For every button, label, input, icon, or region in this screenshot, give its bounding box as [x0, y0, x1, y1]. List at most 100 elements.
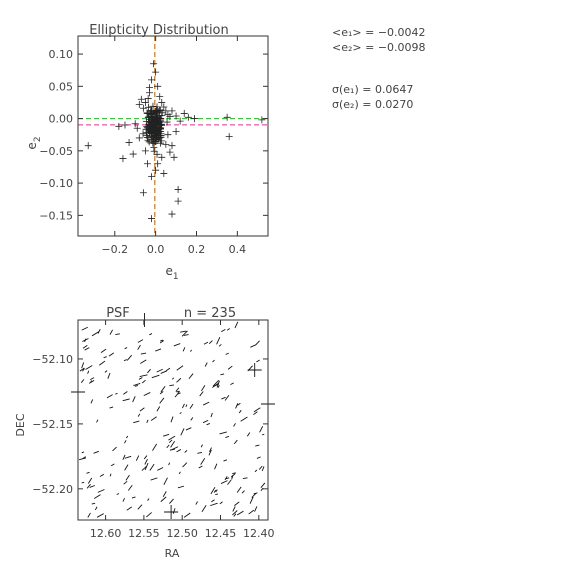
psf-whisker — [80, 379, 85, 384]
psf-whisker — [124, 347, 128, 350]
sigma-e2-text: σ(e₂) = 0.0270 — [332, 98, 413, 111]
psf-whisker — [208, 340, 213, 344]
ellipticity-title: Ellipticity Distribution — [89, 23, 229, 38]
psf-whisker — [210, 412, 213, 418]
psf-whisker — [209, 447, 212, 453]
scatter-point — [129, 150, 137, 158]
psf-whisker — [201, 385, 206, 392]
psf-whisker — [91, 331, 100, 337]
scatter-point — [225, 133, 233, 141]
psf-whisker — [253, 411, 258, 416]
psf-whisker — [124, 464, 129, 471]
scatter-point — [154, 160, 162, 168]
psf-whisker — [215, 489, 218, 493]
psf-whisker — [202, 419, 209, 424]
psf-whisker — [125, 474, 130, 481]
psf-panel: PSF n = 235 12.60 12.55 12.50 12.45 12.40 −5… — [14, 306, 275, 560]
psf-whisker — [236, 486, 242, 493]
psf-whisker — [211, 499, 215, 503]
psf-whisker — [139, 407, 145, 412]
psf-whisker — [133, 383, 141, 386]
psf-whisker — [110, 463, 115, 467]
psf-whisker — [230, 382, 234, 386]
mean-e2-text: <e₂> = −0.0098 — [332, 41, 426, 54]
psf-whisker — [139, 374, 148, 377]
psf-whisker — [254, 469, 258, 473]
psf-whisker — [225, 352, 229, 355]
psf-whisker — [137, 413, 141, 417]
psf-whisker — [168, 462, 171, 466]
psf-whisker — [180, 330, 187, 333]
psf-title: PSF — [106, 306, 130, 321]
scatter-point — [131, 120, 139, 128]
psf-whisker — [123, 359, 127, 362]
scatter-point — [146, 127, 154, 135]
scatter-point — [190, 115, 198, 123]
psf-whisker — [97, 489, 105, 493]
psf-whisker — [141, 379, 146, 384]
psf-whisker — [138, 377, 143, 380]
psf-whisker — [182, 462, 188, 468]
psf-whisker — [221, 396, 226, 400]
psf-whisker — [168, 439, 173, 444]
scatter-point — [176, 117, 184, 125]
psf-whisker — [133, 420, 140, 424]
psf-whisker — [90, 399, 94, 404]
dec-axis-label: DEC — [14, 413, 27, 436]
scatter-point — [139, 104, 147, 112]
psf-whisker — [241, 490, 245, 494]
psf-whisker — [210, 486, 216, 495]
scatter-point — [143, 123, 151, 131]
psf-whisker — [166, 444, 170, 449]
psf-whisker — [94, 506, 98, 511]
psf-whisker — [169, 384, 175, 387]
psf-whisker — [255, 340, 260, 346]
psf-whisker — [147, 498, 150, 501]
psf-whisker — [137, 339, 144, 343]
psf-whisker — [96, 513, 104, 518]
psf-whisker — [179, 412, 182, 415]
psf-whisker — [232, 472, 236, 474]
scatter-point — [148, 76, 156, 84]
psf-whisker — [234, 321, 239, 329]
psf-whisker — [185, 427, 192, 431]
psf-whisker — [260, 482, 266, 488]
psf-whisker — [204, 362, 208, 367]
x-axis-ticks: 12.60 12.55 12.50 12.45 12.40 — [90, 320, 275, 540]
psf-whisker — [233, 423, 236, 427]
scatter-point — [149, 119, 157, 127]
psf-whisker — [99, 360, 106, 366]
scatter-point — [139, 130, 147, 138]
scatter-point — [258, 116, 266, 124]
psf-whisker — [224, 476, 228, 481]
psf-star-marker — [164, 505, 179, 519]
psf-whisker — [254, 506, 258, 512]
psf-whisker — [140, 359, 147, 364]
psf-whisker — [137, 344, 141, 350]
psf-whisker — [227, 479, 232, 485]
scatter-point — [121, 121, 129, 129]
psf-whisker — [86, 483, 91, 489]
scatter-point — [164, 111, 172, 119]
psf-star-marker — [247, 363, 262, 377]
psf-whisker — [151, 374, 160, 379]
psf-whisker — [81, 368, 85, 372]
psf-whisker — [159, 391, 164, 395]
psf-whisker — [115, 333, 120, 335]
psf-whisker — [180, 428, 185, 436]
psf-whisker — [87, 512, 91, 518]
psf-whisker — [171, 377, 175, 380]
scatter-point — [174, 197, 182, 205]
y-tick-label: 0.05 — [49, 80, 74, 93]
psf-whisker — [87, 477, 93, 484]
psf-whisker — [126, 506, 133, 511]
psf-whisker — [225, 435, 230, 439]
psf-whisker — [219, 501, 223, 505]
psf-whisker — [162, 491, 167, 498]
psf-whisker — [144, 459, 148, 465]
scatter-point — [153, 107, 161, 115]
x-tick-label: 12.50 — [166, 527, 198, 540]
psf-whisker — [147, 368, 151, 374]
scatter-point — [158, 109, 166, 117]
